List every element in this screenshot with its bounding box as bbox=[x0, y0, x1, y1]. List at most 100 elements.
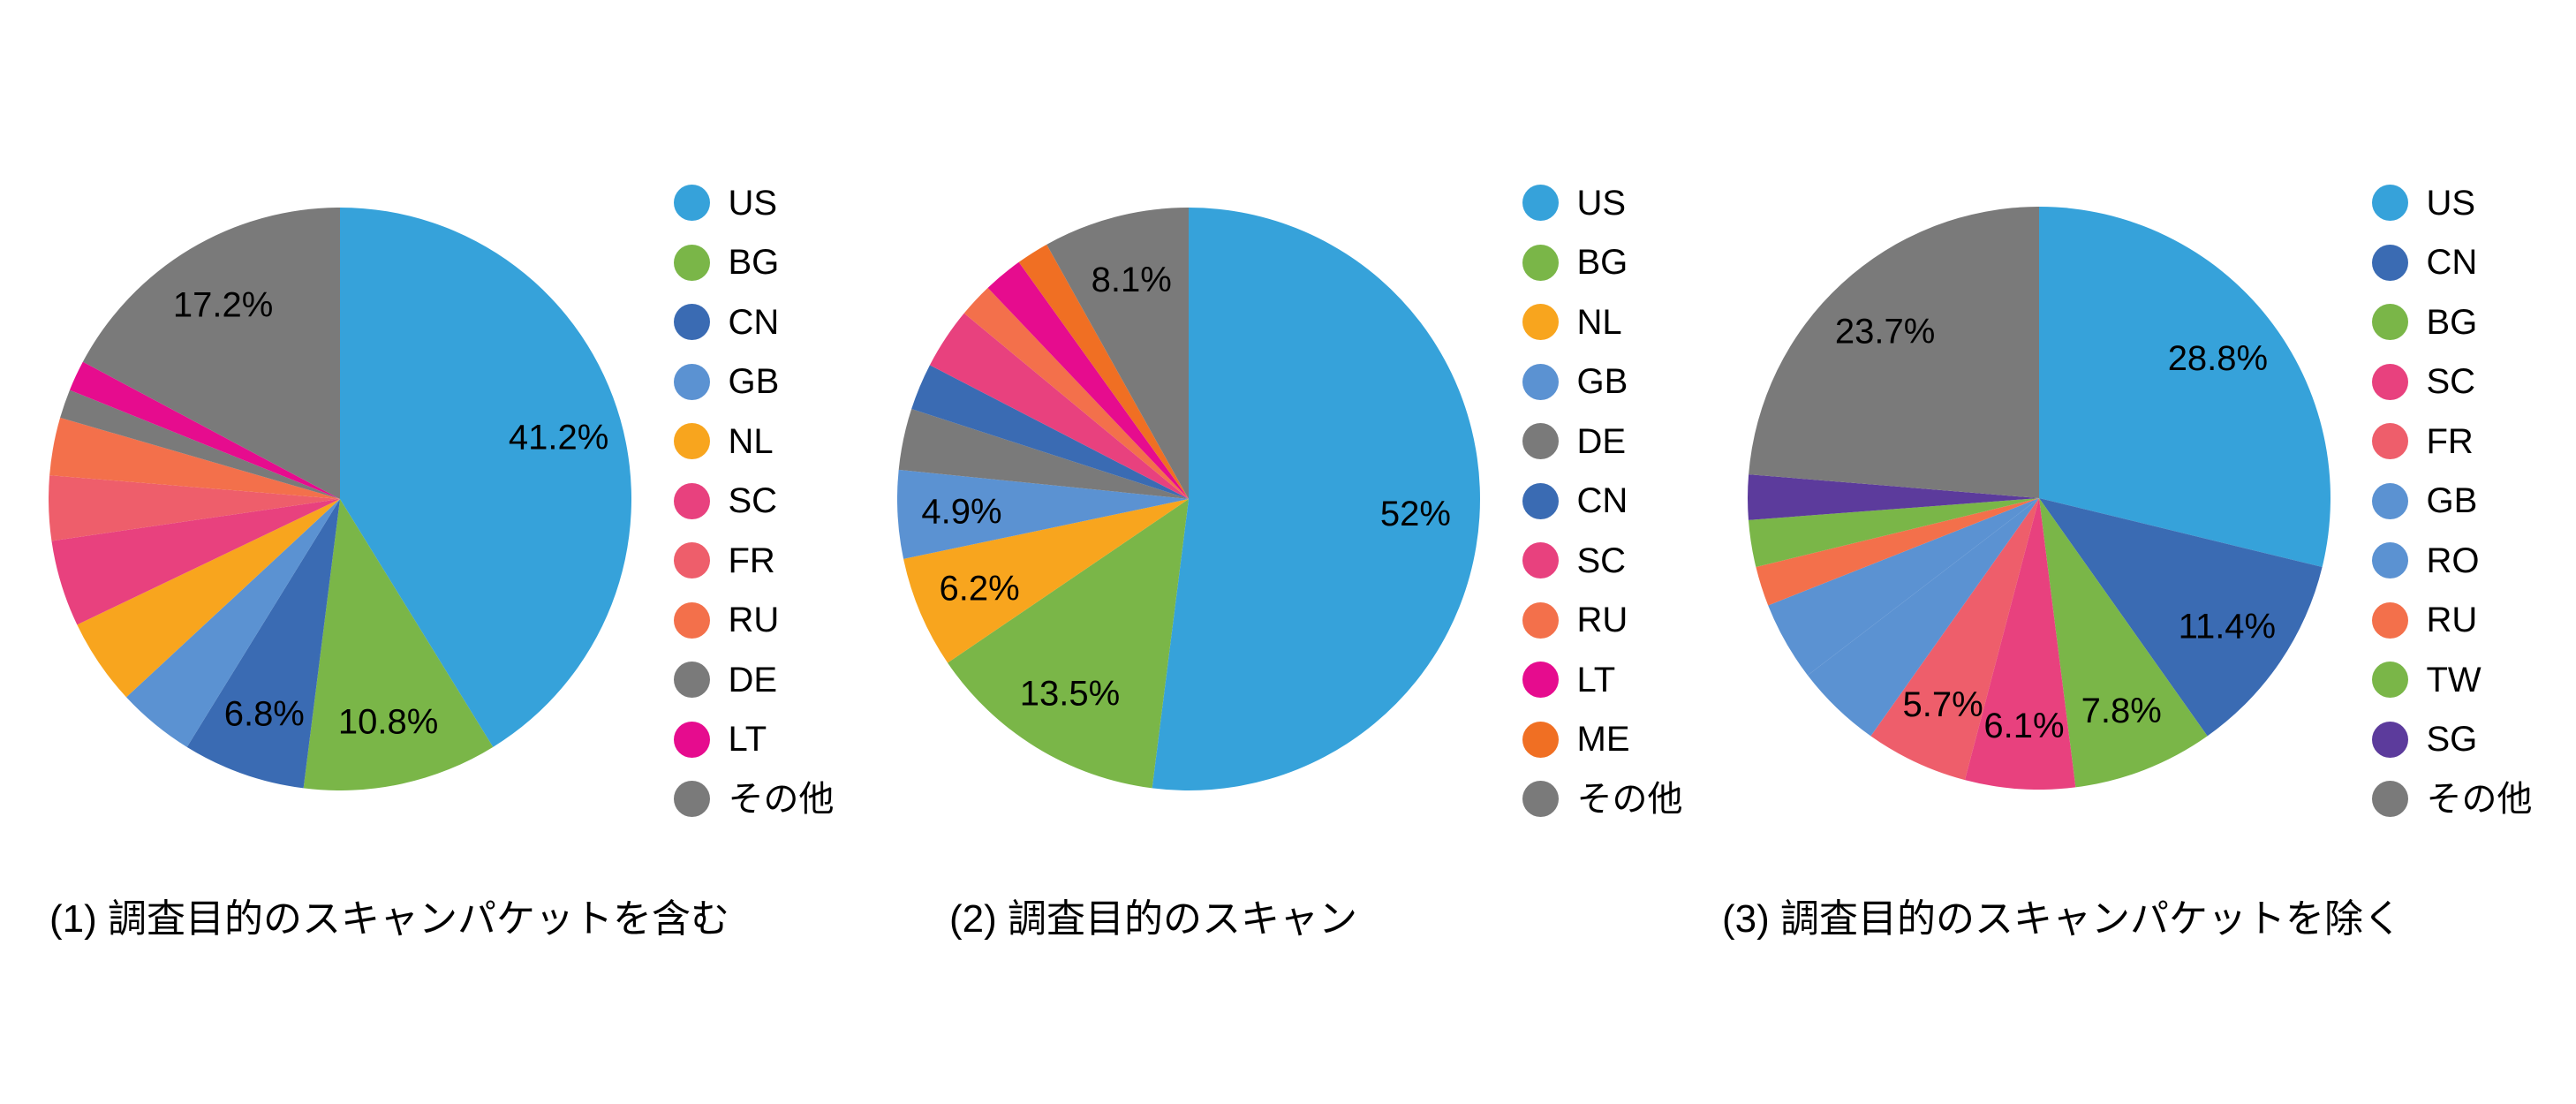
legend-label-cn: CN bbox=[2426, 243, 2478, 283]
legend-item-fr: FR bbox=[2371, 412, 2533, 472]
pie-slice-me bbox=[1018, 244, 1189, 499]
legend-label-nl: NL bbox=[1576, 302, 1622, 342]
legend-label-gb: GB bbox=[1576, 362, 1628, 402]
legend-item-cn: CN bbox=[1522, 472, 1683, 532]
legend-swatch-sc bbox=[2371, 363, 2408, 400]
legend-1: US BG CN GB NL SC FR RU DE LT その他 bbox=[673, 173, 835, 829]
legend-label-fr: FR bbox=[728, 541, 775, 580]
pie-slice-sg bbox=[1748, 474, 2039, 520]
legend-swatch-de bbox=[1522, 423, 1559, 460]
legend-item-sc: SC bbox=[2371, 352, 2533, 412]
legend-item-gb: GB bbox=[2371, 472, 2533, 532]
legend-swatch-lt bbox=[1522, 662, 1559, 699]
slice-label-bg: 13.5% bbox=[1020, 675, 1120, 714]
legend-label-lt: LT bbox=[728, 720, 767, 760]
slice-label-bg: 10.8% bbox=[338, 703, 438, 742]
pie-slice-ru bbox=[49, 417, 340, 499]
pie-slice-us bbox=[340, 208, 631, 747]
legend-item-other: その他 bbox=[2371, 769, 2533, 829]
legend-label-bg: BG bbox=[728, 243, 780, 283]
slice-label-us: 52% bbox=[1380, 495, 1451, 533]
slice-label-fr: 5.7% bbox=[1903, 685, 1983, 724]
pie-slice-gb bbox=[897, 469, 1189, 559]
pie-slice-de bbox=[898, 409, 1189, 499]
legend-label-sg: SG bbox=[2426, 720, 2478, 760]
legend-item-sg: SG bbox=[2371, 710, 2533, 770]
pie-slice-fr bbox=[49, 475, 340, 541]
slice-label-us: 28.8% bbox=[2168, 339, 2268, 378]
legend-swatch-tw bbox=[2371, 662, 2408, 699]
pie-chart-2: 52% 13.5% 6.2% 4.9% 8.1% bbox=[897, 208, 1480, 790]
legend-swatch-ru bbox=[1522, 601, 1559, 639]
legend-label-gb: GB bbox=[728, 362, 780, 402]
slice-label-sc: 6.1% bbox=[1983, 707, 2064, 745]
legend-swatch-cn bbox=[1522, 482, 1559, 519]
pie-slice-sc bbox=[1964, 498, 2076, 790]
pie-slice-bg bbox=[2039, 498, 2208, 788]
legend-item-de: DE bbox=[1522, 412, 1683, 472]
slice-label-nl: 6.2% bbox=[940, 570, 1020, 609]
legend-item-fr: FR bbox=[673, 531, 835, 591]
legend-item-bg: BG bbox=[1522, 233, 1683, 293]
legend-label-de: DE bbox=[1576, 421, 1627, 461]
legend-swatch-cn bbox=[2371, 244, 2408, 281]
legend-item-nl: NL bbox=[673, 412, 835, 472]
pie-slice-fr bbox=[1870, 498, 2039, 781]
legend-swatch-sc bbox=[673, 482, 710, 519]
legend-swatch-sc bbox=[1522, 542, 1559, 579]
legend-swatch-gb bbox=[1522, 363, 1559, 400]
legend-label-fr: FR bbox=[2426, 421, 2474, 461]
legend-item-us: US bbox=[1522, 173, 1683, 233]
pie-slice-other bbox=[1749, 207, 2039, 498]
legend-swatch-bg bbox=[1522, 244, 1559, 281]
pie-chart-1: 41.2% 10.8% 6.8% 17.2% bbox=[49, 208, 631, 790]
pie-slice-lt bbox=[69, 361, 340, 499]
legend-item-sc: SC bbox=[1522, 531, 1683, 591]
legend-swatch-ru bbox=[2371, 601, 2408, 639]
pie-slice-bg bbox=[303, 499, 494, 790]
legend-swatch-other bbox=[2371, 781, 2408, 818]
legend-label-ru: RU bbox=[2426, 601, 2478, 640]
pie-slice-ru bbox=[1756, 498, 2039, 606]
pie-slice-bg bbox=[948, 499, 1189, 789]
legend-swatch-me bbox=[1522, 721, 1559, 758]
pie-slice-nl bbox=[903, 499, 1189, 663]
legend-item-gb: GB bbox=[1522, 352, 1683, 412]
legend-swatch-other bbox=[1522, 781, 1559, 818]
legend-label-us: US bbox=[1576, 183, 1627, 223]
slice-label-cn: 6.8% bbox=[224, 695, 305, 734]
pie-slice-gb bbox=[126, 499, 340, 747]
chart-2-caption: (2) 調査目的のスキャン bbox=[949, 897, 1357, 941]
legend-item-me: ME bbox=[1522, 710, 1683, 770]
pie-slice-cn bbox=[911, 365, 1189, 499]
legend-item-lt: LT bbox=[1522, 650, 1683, 710]
pie-slice-cn bbox=[186, 499, 340, 789]
legend-item-gb: GB bbox=[673, 352, 835, 412]
legend-label-bg: BG bbox=[2426, 302, 2478, 342]
pie-slice-other bbox=[82, 208, 340, 499]
legend-2: US BG NL GB DE CN SC RU LT ME その他 bbox=[1522, 173, 1683, 829]
legend-item-other: その他 bbox=[673, 769, 835, 829]
slice-label-other: 8.1% bbox=[1092, 261, 1172, 299]
legend-swatch-other bbox=[673, 781, 710, 818]
legend-swatch-sg bbox=[2371, 721, 2408, 758]
legend-label-lt: LT bbox=[1576, 660, 1616, 699]
legend-label-ru: RU bbox=[728, 601, 780, 640]
pie-slice-lt bbox=[987, 261, 1189, 499]
legend-item-us: US bbox=[2371, 173, 2533, 233]
pie-slice-nl bbox=[77, 499, 341, 698]
pie-slice-sc bbox=[51, 499, 340, 625]
legend-label-us: US bbox=[728, 183, 778, 223]
legend-label-gb: GB bbox=[2426, 481, 2478, 521]
legend-label-sc: SC bbox=[728, 481, 778, 521]
pie-slice-sc bbox=[929, 313, 1189, 499]
legend-swatch-ru bbox=[673, 601, 710, 639]
legend-item-lt: LT bbox=[673, 710, 835, 770]
legend-item-nl: NL bbox=[1522, 292, 1683, 352]
legend-label-other: その他 bbox=[728, 779, 835, 819]
legend-swatch-cn bbox=[673, 304, 710, 341]
legend-swatch-us bbox=[1522, 185, 1559, 222]
legend-swatch-gb bbox=[2371, 482, 2408, 519]
chart-1-caption: (1) 調査目的のスキャンパケットを含む bbox=[49, 897, 729, 941]
